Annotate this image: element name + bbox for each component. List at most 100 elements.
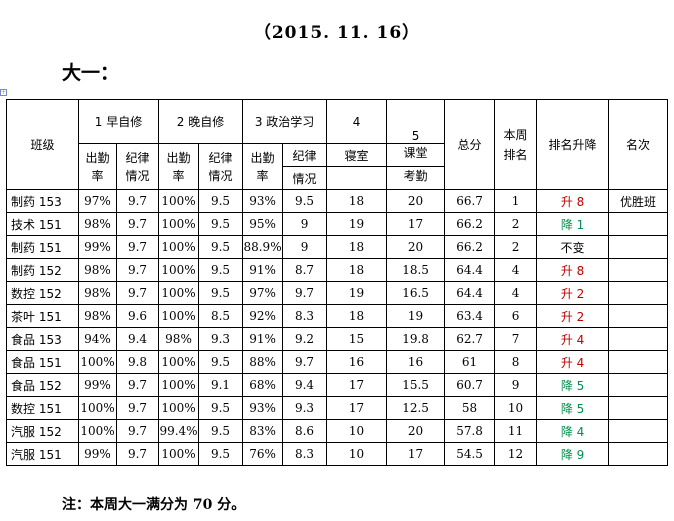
politics-discipline-cell: 8.3 bbox=[282, 442, 328, 466]
early-rate-cell: 99% bbox=[78, 442, 117, 466]
class-cell: 制药 152 bbox=[6, 258, 79, 282]
early-discipline-cell: 9.7 bbox=[115, 419, 160, 443]
early-rate-cell: 98% bbox=[78, 304, 117, 328]
total-cell: 64.4 bbox=[444, 258, 496, 282]
attendance-cell: 19 bbox=[386, 304, 446, 328]
award-cell bbox=[608, 419, 669, 443]
class-cell: 汽服 151 bbox=[6, 442, 79, 466]
evening-rate-cell: 98% bbox=[158, 327, 200, 351]
attendance-cell: 19.8 bbox=[386, 327, 446, 351]
early-discipline-cell: 9.7 bbox=[115, 281, 160, 305]
header-politics-discipline-2: 情况 bbox=[282, 166, 328, 190]
header-rate-line1: 出勤 bbox=[85, 150, 110, 165]
header-weekly-rank-text: 本周排名 bbox=[503, 127, 528, 162]
class-cell: 食品 151 bbox=[6, 350, 79, 374]
evening-discipline-cell: 9.5 bbox=[198, 419, 244, 443]
politics-discipline-cell: 9.3 bbox=[282, 396, 328, 420]
rank-cell: 4 bbox=[494, 281, 538, 305]
attendance-cell: 20 bbox=[386, 235, 446, 259]
early-discipline-cell: 9.6 bbox=[115, 304, 160, 328]
table-row: 技术 151 98% 9.7 100% 9.5 95% 9 19 17 66.2 2 降 1 bbox=[6, 212, 669, 236]
early-rate-cell: 100% bbox=[78, 396, 117, 420]
evening-rate-cell: 100% bbox=[158, 281, 200, 305]
total-cell: 58 bbox=[444, 396, 496, 420]
rank-change-cell: 降 4 bbox=[536, 419, 610, 443]
attendance-cell: 16.5 bbox=[386, 281, 446, 305]
politics-rate-cell: 68% bbox=[242, 373, 284, 397]
politics-rate-cell: 95% bbox=[242, 212, 284, 236]
politics-rate-cell: 91% bbox=[242, 327, 284, 351]
evening-discipline-cell: 9.1 bbox=[198, 373, 244, 397]
early-rate-cell: 100% bbox=[78, 350, 117, 374]
rank-cell: 11 bbox=[494, 419, 538, 443]
dorm-cell: 18 bbox=[326, 304, 388, 328]
header-col5-name: 课堂 bbox=[386, 143, 446, 167]
evening-rate-cell: 100% bbox=[158, 189, 200, 213]
evening-discipline-cell: 9.5 bbox=[198, 212, 244, 236]
header-rate-line2: 率 bbox=[256, 168, 269, 183]
politics-discipline-cell: 9.4 bbox=[282, 373, 328, 397]
evening-discipline-cell: 9.5 bbox=[198, 189, 244, 213]
header-early-discipline: 纪律 情况 bbox=[115, 143, 160, 190]
table-row: 食品 151 100% 9.8 100% 9.5 88% 9.7 16 16 61 8 升 4 bbox=[6, 350, 669, 374]
award-cell bbox=[608, 258, 669, 282]
attendance-cell: 17 bbox=[386, 442, 446, 466]
class-cell: 制药 153 bbox=[6, 189, 79, 213]
award-cell bbox=[608, 304, 669, 328]
evening-rate-cell: 100% bbox=[158, 258, 200, 282]
politics-rate-cell: 92% bbox=[242, 304, 284, 328]
dorm-cell: 19 bbox=[326, 281, 388, 305]
politics-discipline-cell: 8.7 bbox=[282, 258, 328, 282]
evening-rate-cell: 100% bbox=[158, 212, 200, 236]
dorm-cell: 17 bbox=[326, 396, 388, 420]
header-evening-discipline: 纪律 情况 bbox=[198, 143, 244, 190]
evening-discipline-cell: 9.5 bbox=[198, 281, 244, 305]
attendance-cell: 20 bbox=[386, 419, 446, 443]
header-total: 总分 bbox=[444, 99, 496, 190]
award-cell bbox=[608, 281, 669, 305]
header-attendance: 考勤 bbox=[386, 166, 446, 190]
evening-discipline-cell: 9.5 bbox=[198, 235, 244, 259]
table-anchor-icon[interactable]: + bbox=[0, 89, 7, 96]
evening-discipline-cell: 9.5 bbox=[198, 396, 244, 420]
header-class: 班级 bbox=[6, 99, 79, 190]
evening-rate-cell: 99.4% bbox=[158, 419, 200, 443]
award-cell bbox=[608, 235, 669, 259]
early-discipline-cell: 9.7 bbox=[115, 373, 160, 397]
early-rate-cell: 99% bbox=[78, 235, 117, 259]
evening-discipline-cell: 9.5 bbox=[198, 350, 244, 374]
rank-cell: 6 bbox=[494, 304, 538, 328]
table-row: 食品 153 94% 9.4 98% 9.3 91% 9.2 15 19.8 62.7 7 升 4 bbox=[6, 327, 669, 351]
header-evening-rate: 出勤率 bbox=[158, 143, 200, 190]
award-cell: 优胜班 bbox=[608, 189, 669, 213]
header-early-study: 1 早自修 bbox=[77, 99, 160, 144]
politics-discipline-cell: 8.6 bbox=[282, 419, 328, 443]
politics-rate-cell: 91% bbox=[242, 258, 284, 282]
rank-cell: 4 bbox=[494, 258, 538, 282]
politics-rate-cell: 93% bbox=[242, 396, 284, 420]
evening-rate-cell: 100% bbox=[158, 442, 200, 466]
politics-rate-cell: 93% bbox=[242, 189, 284, 213]
politics-discipline-cell: 8.3 bbox=[282, 304, 328, 328]
table-row: 制药 152 98% 9.7 100% 9.5 91% 8.7 18 18.5 64.4 4 升 8 bbox=[6, 258, 669, 282]
politics-discipline-cell: 9 bbox=[282, 212, 328, 236]
total-cell: 66.2 bbox=[444, 235, 496, 259]
header-disc-line2: 情况 bbox=[125, 168, 150, 183]
header-early-rate: 出勤率 bbox=[78, 143, 117, 190]
header-politics: 3 政治学习 bbox=[242, 99, 328, 144]
total-cell: 66.7 bbox=[444, 189, 496, 213]
politics-discipline-cell: 9.2 bbox=[282, 327, 328, 351]
rank-change-cell: 降 5 bbox=[536, 396, 610, 420]
early-rate-cell: 94% bbox=[78, 327, 117, 351]
rank-change-cell: 不变 bbox=[536, 235, 610, 259]
header-politics-rate: 出勤率 bbox=[242, 143, 284, 190]
header-rank-change: 排名升降 bbox=[536, 99, 610, 190]
rank-cell: 7 bbox=[494, 327, 538, 351]
evening-rate-cell: 100% bbox=[158, 396, 200, 420]
attendance-cell: 20 bbox=[386, 189, 446, 213]
rank-cell: 10 bbox=[494, 396, 538, 420]
early-rate-cell: 97% bbox=[78, 189, 117, 213]
dorm-cell: 18 bbox=[326, 235, 388, 259]
politics-rate-cell: 97% bbox=[242, 281, 284, 305]
rank-change-cell: 升 8 bbox=[536, 258, 610, 282]
